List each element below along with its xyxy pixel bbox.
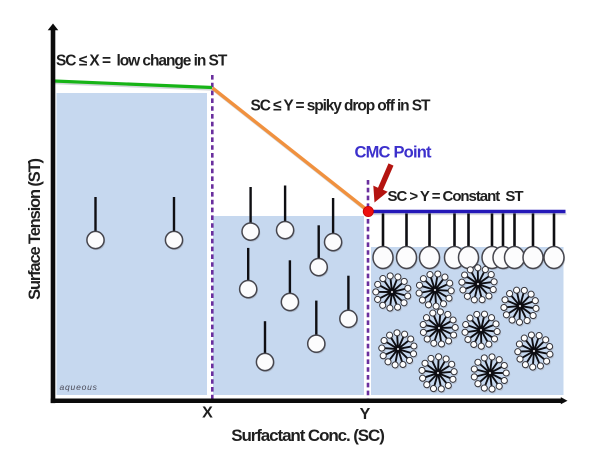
svg-text:SC ≤ X = low change in ST: SC ≤ X = low change in ST bbox=[56, 52, 228, 69]
svg-text:CMC Point: CMC Point bbox=[355, 144, 433, 162]
svg-text:SC ≤ Y = spiky drop off in ST: SC ≤ Y = spiky drop off in ST bbox=[251, 98, 431, 115]
svg-text:X: X bbox=[202, 405, 213, 422]
svg-text:SC > Y = Constant ST: SC > Y = Constant ST bbox=[388, 188, 524, 205]
svg-text:Surfactant Conc. (SC): Surfactant Conc. (SC) bbox=[231, 426, 384, 445]
svg-text:Y: Y bbox=[360, 406, 371, 423]
svg-text:Surface Tension (ST): Surface Tension (ST) bbox=[26, 158, 44, 299]
svg-text:aqueous: aqueous bbox=[60, 382, 98, 392]
